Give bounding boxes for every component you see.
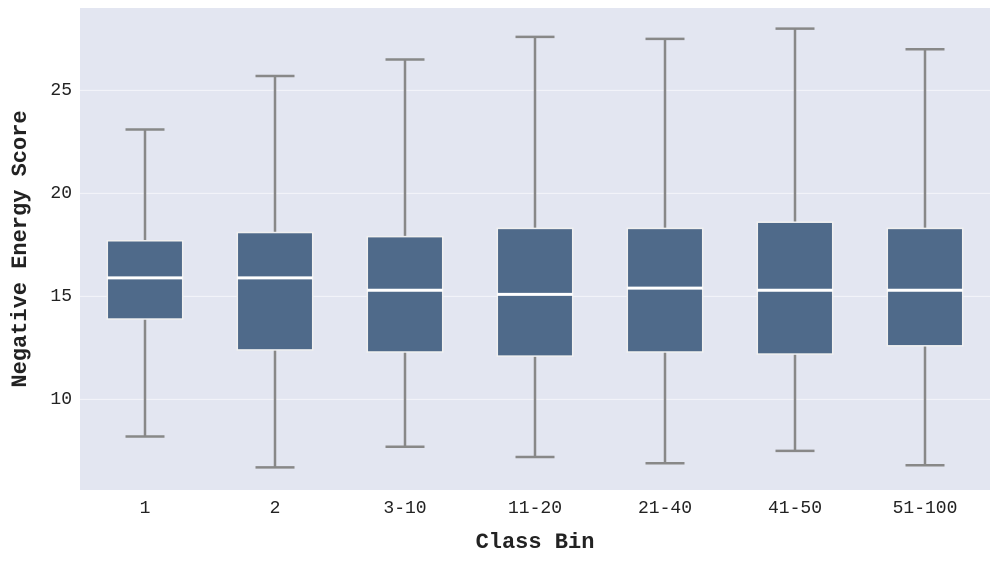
- box: [236, 231, 314, 351]
- x-tick-label: 11-20: [508, 499, 562, 519]
- box: [886, 227, 964, 347]
- y-tick-label: 15: [50, 287, 72, 307]
- box: [496, 227, 574, 357]
- x-axis-title: Class Bin: [476, 530, 595, 555]
- x-tick-label: 3-10: [383, 499, 426, 519]
- x-tick-label: 41-50: [768, 499, 822, 519]
- box: [106, 240, 184, 320]
- y-axis-title: Negative Energy Score: [8, 110, 33, 387]
- y-tick-label: 20: [50, 184, 72, 204]
- x-tick-label: 1: [140, 499, 151, 519]
- box: [756, 221, 834, 355]
- box: [626, 227, 704, 353]
- box: [366, 235, 444, 353]
- y-tick-label: 25: [50, 81, 72, 101]
- x-tick-label: 2: [270, 499, 281, 519]
- y-tick-label: 10: [50, 390, 72, 410]
- x-tick-label: 51-100: [893, 499, 958, 519]
- x-tick-label: 21-40: [638, 499, 692, 519]
